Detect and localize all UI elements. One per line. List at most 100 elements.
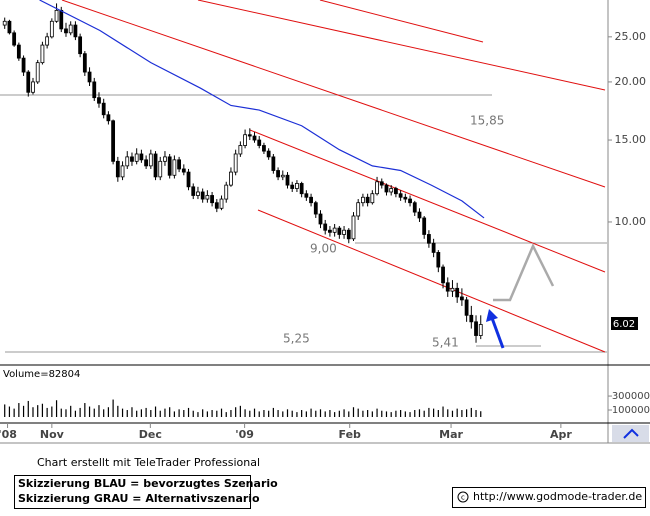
- note: Skizzierung BLAU = bevorzugtes Szenario: [18, 477, 278, 490]
- volume-bar: [400, 410, 402, 417]
- candle-body: [191, 186, 196, 196]
- candle-body: [115, 160, 120, 178]
- volume-bar: [37, 405, 39, 417]
- candle-body: [181, 168, 186, 173]
- x-tick-label: Apr: [550, 428, 572, 441]
- last-price: 6.02: [613, 319, 635, 330]
- volume-bar: [437, 410, 439, 417]
- volume-bar: [324, 411, 326, 417]
- volume-bar: [371, 411, 373, 417]
- volume-bar: [121, 408, 124, 417]
- candle-body: [257, 139, 262, 146]
- x-tick-label: '08: [0, 428, 17, 441]
- volume-bar: [51, 406, 53, 417]
- candle-body: [26, 71, 31, 93]
- candle-body: [450, 287, 455, 292]
- candle-body: [469, 314, 474, 323]
- volume-bar: [22, 405, 25, 417]
- x-tick-label: Mar: [439, 428, 463, 441]
- volume-bar: [154, 406, 157, 417]
- x-tick-label: Feb: [339, 428, 362, 441]
- volume-bar: [305, 411, 307, 417]
- candle-body: [431, 242, 436, 253]
- candle-body: [318, 213, 323, 225]
- volume-bar: [466, 409, 468, 417]
- candle-body: [285, 174, 290, 186]
- volume-bar: [169, 407, 171, 417]
- candle-body: [389, 188, 394, 193]
- moving-average: [39, 0, 485, 219]
- candle-body: [398, 193, 403, 198]
- candle-body: [290, 184, 295, 189]
- candle-body: [342, 229, 346, 235]
- candle-body: [54, 9, 59, 22]
- volume-bar: [315, 410, 317, 417]
- volume-bar: [319, 409, 322, 417]
- candle-body: [464, 299, 469, 316]
- candle-body: [304, 193, 309, 198]
- candle-body: [229, 171, 233, 186]
- volume-bar: [235, 407, 237, 417]
- volume-bar: [301, 410, 303, 417]
- candle-body: [403, 196, 408, 200]
- volume-bar: [230, 410, 232, 417]
- volume-bar: [183, 410, 185, 417]
- volume-bar: [282, 411, 284, 417]
- candle-body: [45, 36, 50, 46]
- volume-bar: [150, 410, 152, 417]
- candle-body: [35, 62, 40, 83]
- candle-body: [200, 191, 205, 200]
- y-tick-label: 15.00: [615, 133, 647, 146]
- blue-scenario: [486, 309, 505, 349]
- volume-bar: [70, 405, 72, 417]
- volume-bar: [65, 409, 67, 417]
- candle-body: [186, 171, 191, 188]
- candle-body: [280, 174, 285, 178]
- x-tick-label: Nov: [40, 428, 65, 441]
- candle-body: [68, 24, 73, 34]
- candle-body: [167, 156, 172, 176]
- candle-body: [356, 202, 361, 217]
- candle-body: [445, 282, 450, 292]
- volume-bar: [103, 409, 105, 417]
- volume-bar: [74, 410, 77, 417]
- trend-line: [319, 0, 484, 43]
- gray-scenario: [493, 243, 555, 302]
- volume-bar: [84, 403, 86, 417]
- volume-bar: [173, 411, 175, 417]
- annotation: 5,25: [283, 332, 310, 346]
- volume-bar: [197, 412, 199, 417]
- volume-bar: [381, 410, 383, 417]
- volume-bar: [98, 405, 100, 417]
- candle-body: [148, 153, 153, 167]
- source[interactable]: http://www.godmode-trader.de: [473, 490, 642, 503]
- candle-body: [351, 215, 356, 240]
- candle-body: [153, 153, 158, 178]
- candle-body: [459, 296, 464, 301]
- y-tick-label: 25.00: [615, 30, 647, 43]
- candle-body: [266, 150, 271, 158]
- volume-bar: [145, 407, 147, 417]
- volume-bar: [239, 405, 241, 417]
- volume-bar: [433, 408, 435, 417]
- volume-bar: [338, 410, 340, 417]
- note-box: [14, 475, 251, 509]
- volume-bar: [395, 410, 397, 417]
- candle-body: [40, 44, 45, 64]
- copyright-glyph: c: [461, 494, 465, 502]
- candle-body: [379, 181, 384, 186]
- candle-body: [210, 195, 214, 204]
- volume-bar: [423, 410, 425, 417]
- candle-body: [370, 193, 375, 204]
- candle-body: [49, 20, 54, 38]
- candle-body: [361, 196, 365, 204]
- volume-bar: [447, 409, 449, 417]
- candle-body: [394, 188, 398, 195]
- volume-bar: [131, 407, 133, 417]
- icon[interactable]: [612, 425, 649, 442]
- trend-line: [249, 129, 606, 273]
- volume-bar: [79, 407, 81, 417]
- candle-body: [252, 135, 257, 141]
- candle-body: [224, 184, 229, 200]
- candle-body: [323, 223, 328, 231]
